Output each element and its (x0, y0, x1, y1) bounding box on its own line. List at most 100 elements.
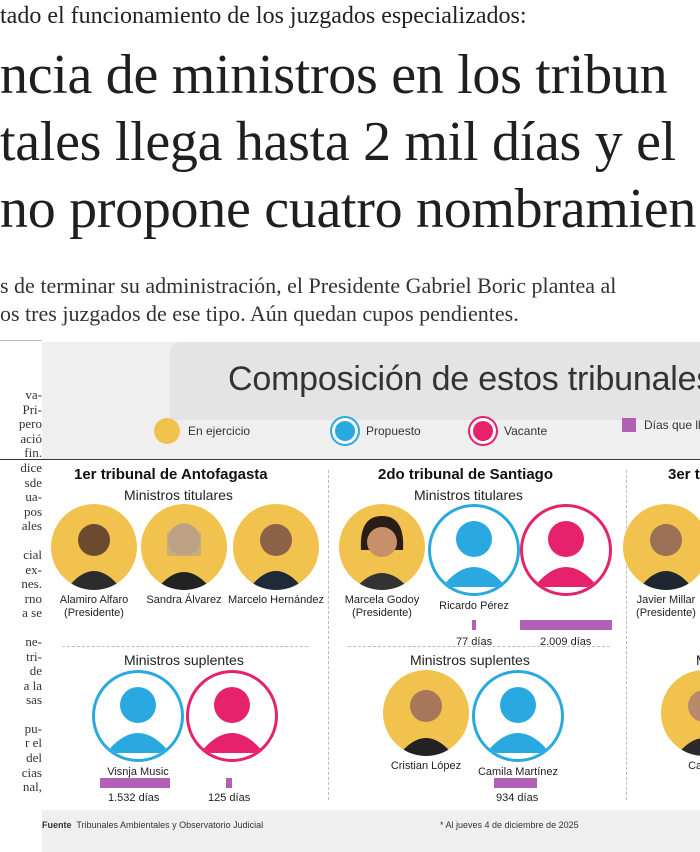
body-text-line: rno (24, 590, 42, 606)
body-text-line: Pri- (22, 401, 43, 417)
body-text-line: tri- (26, 648, 42, 664)
title-tab (170, 342, 700, 420)
body-text-line: cias (21, 764, 42, 780)
person-name: Cristian López (390, 760, 462, 772)
person-name: Javier Millar (636, 594, 696, 606)
days-label: 77 días (456, 636, 493, 648)
legend-item-vacante: Vacante (470, 418, 547, 444)
portrait-icon (233, 504, 319, 590)
portrait-icon (661, 670, 700, 756)
person-card: Sandra Álvarez (136, 504, 232, 607)
person-card: Visnja Music (90, 670, 186, 779)
portrait-icon (623, 504, 700, 590)
body-text-line: del (26, 750, 42, 766)
deck-line: s de terminar su administración, el Pres… (0, 273, 617, 298)
body-text-line: a se (22, 605, 42, 621)
body-text-line: ales (21, 518, 42, 534)
column-separator (626, 470, 627, 800)
days-label: 934 días (496, 792, 539, 804)
section-title: Ministros suplentes (124, 652, 244, 668)
silhouette-icon (472, 670, 564, 762)
infographic-title: Composición de estos tribunales (228, 360, 700, 398)
body-text-line: pero (18, 416, 42, 432)
portrait-icon (383, 670, 469, 756)
legend-label: Días que lle (644, 418, 700, 432)
portrait-icon (51, 504, 137, 590)
date-note: * Al jueves 4 de diciembre de 2025 (440, 820, 579, 830)
paragraph-gap (0, 621, 42, 635)
days-label: 125 días (208, 792, 251, 804)
article-kicker: tado el funcionamiento de los juzgados e… (0, 3, 527, 29)
days-bar (100, 778, 170, 788)
paragraph-gap (0, 534, 42, 548)
person-card (518, 504, 614, 596)
section-title: M (696, 652, 700, 668)
portrait-icon (141, 504, 227, 590)
source-text: Tribunales Ambientales y Observatorio Ju… (76, 820, 264, 830)
person-name: Alamiro Alfaro (59, 594, 129, 606)
person-card: Marcela Godoy (Presidente) (334, 504, 430, 620)
bar-swatch (622, 418, 636, 432)
silhouette-icon (92, 670, 184, 762)
paragraph-gap (0, 708, 42, 722)
body-text-line: sde (24, 474, 42, 490)
person-name: Ricardo Pérez (439, 600, 509, 612)
column-separator (328, 470, 329, 800)
tribunals-panel: 1er tribunal de Antofagasta Ministros ti… (42, 460, 700, 810)
person-name: Camila Martínez (477, 766, 559, 778)
person-card: Ricardo Pérez (426, 504, 522, 613)
person-role: (Presidente) (64, 607, 124, 619)
section-title: Ministros titulares (124, 487, 233, 503)
person-card: Camila Martínez (470, 670, 566, 779)
body-text-line: sas (26, 692, 42, 708)
body-text-line: a la (23, 677, 42, 693)
section-title: Ministros titulares (414, 487, 523, 503)
body-text-line: pos (23, 503, 42, 519)
person-card: Carlos (656, 670, 700, 773)
source-label: Fuente (42, 820, 72, 830)
portrait-icon (154, 418, 180, 444)
tribunal-title: 2do tribunal de Santiago (378, 466, 554, 483)
person-name: Marcelo Hernández (228, 594, 324, 606)
silhouette-icon (470, 418, 496, 444)
person-card: Alamiro Alfaro (Presidente) (46, 504, 142, 620)
divider (0, 340, 42, 341)
body-text-line: ne- (25, 633, 42, 649)
person-name: Marcela Godoy (344, 594, 420, 606)
tribunal-title: 3er t (668, 466, 700, 483)
legend: En ejercicio Propuesto Vacante Días que … (42, 418, 700, 458)
article-headline: ncia de ministros en los tribun tales ll… (0, 42, 696, 243)
legend-item-propuesto: Propuesto (332, 418, 421, 444)
source-note: Fuente Tribunales Ambientales y Observat… (42, 820, 263, 830)
tribunal-title: 1er tribunal de Antofagasta (74, 466, 268, 483)
body-text-line: fin. (24, 445, 42, 461)
legend-label: En ejercicio (188, 424, 251, 438)
silhouette-icon (186, 670, 278, 762)
divider (0, 459, 700, 460)
section-title: Ministros suplentes (410, 652, 530, 668)
legend-item-en-ejercicio: En ejercicio (154, 418, 250, 444)
person-role: (Presidente) (636, 607, 696, 619)
portrait-icon (339, 504, 425, 590)
days-bar (494, 778, 537, 788)
deck-line: os tres juzgados de ese tipo. Aún quedan… (0, 301, 519, 326)
body-text-line: ua- (25, 489, 42, 505)
body-text-line: dice (20, 459, 42, 475)
body-text-line: de (29, 663, 42, 679)
legend-item-dias: Días que lle (622, 418, 700, 432)
infographic: Composición de estos tribunales En ejerc… (42, 342, 700, 852)
section-divider (62, 646, 308, 647)
article-deck: s de terminar su administración, el Pres… (0, 272, 616, 328)
headline-line: ncia de ministros en los tribun (0, 44, 668, 106)
body-text-line: nal, (22, 779, 42, 795)
person-name: Visnja Music (107, 766, 169, 778)
legend-label: Vacante (504, 424, 548, 438)
person-name: Sandra Álvarez (146, 594, 222, 606)
body-text-line: pu- (24, 720, 42, 736)
person-role: (Presidente) (352, 607, 412, 619)
days-bar (520, 620, 612, 630)
person-card: Javier Millar (Presidente) (618, 504, 700, 620)
silhouette-icon (428, 504, 520, 596)
days-label: 1.532 días (108, 792, 160, 804)
silhouette-icon (332, 418, 358, 444)
